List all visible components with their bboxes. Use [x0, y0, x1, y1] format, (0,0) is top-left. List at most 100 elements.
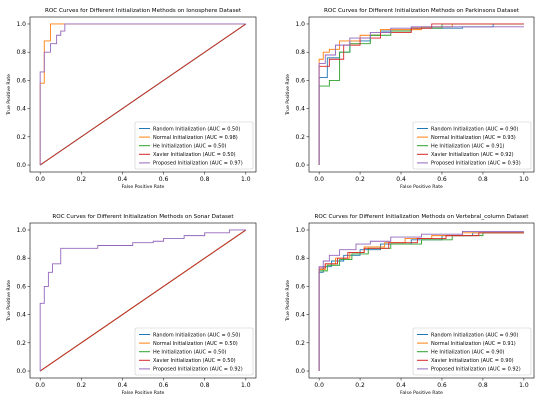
- legend-entry: Random Initialization (AUC = 0.50): [153, 332, 240, 338]
- roc-panel-3: ROC Curves for Different Initialization …: [6, 214, 257, 396]
- legend-entry: He Initialization (AUC = 0.91): [431, 144, 505, 150]
- series-line-4: [39, 229, 247, 372]
- x-tick-label: 0.8: [200, 176, 210, 183]
- legend-entry: Xavier Initialization (AUC = 0.50): [153, 358, 236, 364]
- series-line-2: [39, 23, 246, 166]
- x-tick-label: 0.2: [77, 176, 87, 183]
- x-tick-label: 0.2: [77, 382, 87, 389]
- legend-entry: Normal Initialization (AUC = 0.91): [431, 341, 516, 347]
- y-tick-label: 0.4: [295, 312, 305, 319]
- x-tick-label: 0.6: [159, 382, 169, 389]
- x-tick-label: 0.4: [118, 176, 128, 183]
- y-tick-label: 0.6: [295, 77, 305, 84]
- axes-frame: [29, 16, 257, 173]
- x-tick-label: 1.0: [519, 382, 529, 389]
- series-line-5: [39, 229, 246, 372]
- legend: Random Initialization (AUC = 0.90) Normal…: [412, 327, 532, 376]
- x-tick-label: 0.8: [200, 382, 210, 389]
- roc-panel-2: ROC Curves for Different Initialization …: [285, 8, 535, 190]
- y-tick-label: 0.4: [16, 106, 26, 113]
- y-tick-label: 0.6: [16, 77, 26, 84]
- legend-entry: He Initialization (AUC = 0.50): [153, 144, 227, 150]
- y-tick-label: 1.0: [16, 227, 26, 234]
- chart-title: ROC Curves for Different Initialization …: [45, 8, 242, 14]
- y-tick-label: 1.0: [16, 21, 26, 28]
- legend-entry: He Initialization (AUC = 0.90): [431, 350, 505, 356]
- chart-title: ROC Curves for Different Initialization …: [315, 214, 530, 220]
- legend: Random Initialization (AUC = 0.50) Normal…: [134, 327, 254, 376]
- y-tick-label: 1.0: [295, 21, 305, 28]
- x-tick-label: 0.0: [314, 382, 324, 389]
- legend-entry: Xavier Initialization (AUC = 0.92): [431, 152, 514, 158]
- y-tick-label: 0.8: [16, 255, 26, 262]
- y-tick-label: 0.6: [16, 283, 26, 290]
- legend-entry: Random Initialization (AUC = 0.90): [431, 126, 518, 132]
- axes-frame: [308, 16, 535, 173]
- x-tick-label: 1.0: [241, 382, 251, 389]
- x-tick-label: 1.0: [519, 176, 529, 183]
- x-tick-label: 0.0: [35, 176, 45, 183]
- y-tick-label: 0.4: [16, 312, 26, 319]
- legend: Random Initialization (AUC = 0.50) Normal…: [134, 121, 254, 170]
- y-axis-label: True Positive Rate: [285, 280, 291, 322]
- legend-entry: Normal Initialization (AUC = 0.50): [153, 341, 238, 347]
- x-axis-label: False Positive Rate: [400, 390, 443, 396]
- y-tick-label: 0.2: [16, 340, 26, 347]
- y-axis-label: True Positive Rate: [285, 74, 291, 116]
- x-axis-label: False Positive Rate: [400, 184, 443, 190]
- y-tick-label: 0.8: [295, 255, 305, 262]
- y-tick-label: 0.6: [295, 283, 305, 290]
- x-tick-label: 0.6: [159, 176, 169, 183]
- y-tick-label: 0.8: [295, 49, 305, 56]
- x-tick-label: 0.0: [35, 382, 45, 389]
- y-tick-label: 0.0: [16, 162, 26, 169]
- legend: Random Initialization (AUC = 0.90) Normal…: [412, 121, 532, 170]
- roc-panel-4: ROC Curves for Different Initialization …: [285, 214, 535, 396]
- chart-title: ROC Curves for Different Initialization …: [52, 214, 234, 220]
- y-tick-label: 0.0: [16, 368, 26, 375]
- x-tick-label: 0.4: [396, 382, 406, 389]
- x-tick-label: 1.0: [241, 176, 251, 183]
- x-tick-label: 0.8: [478, 176, 488, 183]
- legend-box: [412, 327, 532, 376]
- legend-entry: Random Initialization (AUC = 0.90): [431, 332, 518, 338]
- legend-entry: Proposed Initialization (AUC = 0.92): [431, 367, 521, 373]
- x-tick-label: 0.6: [437, 176, 447, 183]
- series-line-5: [318, 230, 524, 372]
- y-tick-label: 0.8: [16, 49, 26, 56]
- x-tick-label: 0.6: [437, 382, 447, 389]
- x-tick-label: 0.4: [396, 176, 406, 183]
- x-tick-label: 0.2: [355, 176, 365, 183]
- y-tick-label: 1.0: [295, 227, 305, 234]
- y-axis-label: True Positive Rate: [6, 74, 12, 116]
- axes-frame: [308, 222, 535, 379]
- legend-entry: Xavier Initialization (AUC = 0.90): [431, 358, 514, 364]
- y-tick-label: 0.2: [295, 340, 305, 347]
- y-axis-label: True Positive Rate: [6, 280, 12, 322]
- x-tick-label: 0.0: [314, 176, 324, 183]
- y-tick-label: 0.4: [295, 106, 305, 113]
- legend-box: [134, 121, 254, 170]
- legend-entry: Normal Initialization (AUC = 0.93): [431, 135, 516, 141]
- roc-panel-1: ROC Curves for Different Initialization …: [6, 8, 257, 190]
- y-tick-label: 0.0: [295, 368, 305, 375]
- legend-entry: Normal Initialization (AUC = 0.98): [153, 135, 238, 141]
- legend-entry: Proposed Initialization (AUC = 0.93): [431, 161, 521, 167]
- x-tick-label: 0.8: [478, 382, 488, 389]
- legend-entry: Xavier Initialization (AUC = 0.50): [153, 152, 236, 158]
- legend-entry: Random Initialization (AUC = 0.50): [153, 126, 240, 132]
- series-line-5: [39, 23, 246, 166]
- legend-entry: He Initialization (AUC = 0.50): [153, 350, 227, 356]
- series-line-5: [318, 26, 524, 166]
- series-line-4: [318, 232, 524, 372]
- chart-title: ROC Curves for Different Initialization …: [324, 8, 520, 14]
- x-axis-label: False Positive Rate: [122, 184, 165, 190]
- y-tick-label: 0.0: [295, 162, 305, 169]
- series-line-4: [39, 23, 247, 166]
- y-tick-label: 0.2: [295, 134, 305, 141]
- x-tick-label: 0.2: [355, 382, 365, 389]
- legend-entry: Proposed Initialization (AUC = 0.97): [153, 161, 243, 167]
- axes-frame: [29, 222, 257, 379]
- legend-box: [134, 327, 254, 376]
